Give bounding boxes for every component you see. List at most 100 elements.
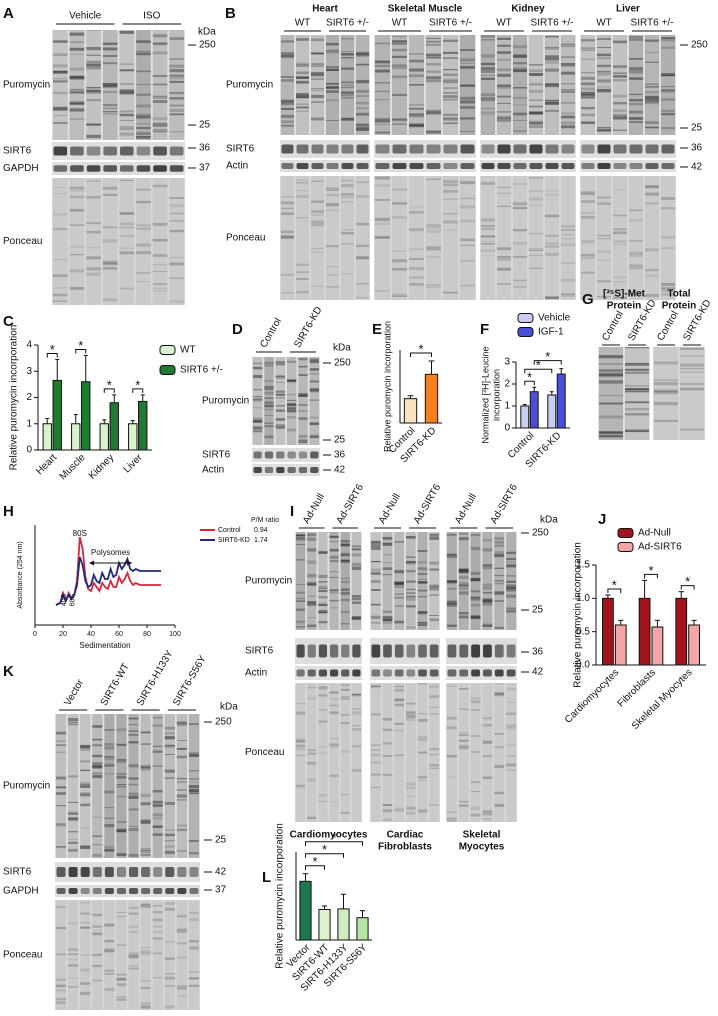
protein-band xyxy=(307,778,317,782)
protein-band xyxy=(561,229,575,231)
protein-band xyxy=(460,205,475,209)
protein-band xyxy=(140,802,151,804)
lane-label: Control xyxy=(600,309,626,342)
protein-band xyxy=(281,40,294,43)
protein-band xyxy=(176,789,187,791)
protein-band xyxy=(340,610,350,613)
protein-band xyxy=(429,615,439,616)
protein-band xyxy=(296,95,309,98)
lane-smear xyxy=(164,900,175,1010)
protein-band xyxy=(597,280,611,283)
protein-band xyxy=(581,191,595,194)
protein-band xyxy=(494,733,505,735)
protein-band xyxy=(140,947,151,949)
protein-band xyxy=(529,248,543,251)
protein-band xyxy=(136,146,151,156)
protein-band xyxy=(68,801,79,803)
lane-smear xyxy=(329,532,339,630)
lane-smear xyxy=(287,357,297,445)
protein-band xyxy=(253,388,263,391)
x-tick-label: Muscle xyxy=(58,452,88,482)
protein-band xyxy=(318,574,328,578)
protein-band xyxy=(382,536,393,540)
protein-band xyxy=(70,146,84,156)
protein-band xyxy=(80,747,91,751)
protein-band xyxy=(140,851,151,853)
protein-band xyxy=(340,591,350,595)
protein-band xyxy=(497,44,511,47)
protein-band xyxy=(417,611,428,615)
protein-band xyxy=(661,286,675,289)
protein-band xyxy=(164,802,175,805)
row-label: SIRT6 xyxy=(245,646,274,657)
protein-band xyxy=(140,950,151,952)
protein-band xyxy=(429,586,439,588)
protein-band xyxy=(597,202,611,205)
lane-smear xyxy=(470,683,481,822)
protein-band xyxy=(545,47,559,50)
protein-band xyxy=(169,113,184,115)
protein-band xyxy=(482,566,493,570)
protein-band xyxy=(545,55,559,59)
protein-band xyxy=(406,711,416,715)
protein-band xyxy=(629,37,643,40)
protein-band xyxy=(329,571,339,573)
protein-band xyxy=(140,1002,151,1005)
bar xyxy=(651,626,664,666)
protein-band xyxy=(394,581,404,585)
protein-band xyxy=(296,71,309,75)
protein-band xyxy=(281,235,294,239)
protein-band xyxy=(351,567,361,570)
protein-band xyxy=(352,669,361,677)
protein-band xyxy=(116,743,127,746)
protein-band xyxy=(104,923,115,926)
protein-band xyxy=(296,290,309,294)
section-name: Heart xyxy=(312,4,338,15)
protein-band xyxy=(56,823,67,825)
protein-band xyxy=(371,744,381,746)
protein-band xyxy=(307,762,317,764)
protein-band xyxy=(329,691,339,694)
protein-band xyxy=(309,416,319,419)
protein-band xyxy=(169,114,184,116)
protein-band xyxy=(482,723,493,727)
protein-band xyxy=(460,58,475,62)
protein-band xyxy=(629,209,643,211)
protein-band xyxy=(56,785,67,788)
protein-band xyxy=(561,125,575,129)
protein-band xyxy=(169,204,184,208)
protein-band xyxy=(92,816,103,818)
protein-band xyxy=(661,86,675,88)
protein-band xyxy=(392,67,407,69)
protein-band xyxy=(103,165,117,172)
protein-band xyxy=(443,198,458,200)
protein-band xyxy=(253,467,262,473)
protein-band xyxy=(356,63,369,66)
protein-band xyxy=(326,49,339,53)
protein-band xyxy=(529,125,543,128)
protein-band xyxy=(481,228,495,230)
protein-band xyxy=(497,111,511,113)
protein-band xyxy=(481,97,495,99)
protein-band xyxy=(460,197,475,200)
protein-band xyxy=(318,589,328,592)
protein-band xyxy=(329,607,339,609)
peak-label: 60S xyxy=(70,593,77,606)
panel-letter: J xyxy=(598,511,606,528)
protein-band xyxy=(470,534,481,537)
protein-band xyxy=(92,835,103,838)
protein-band xyxy=(529,144,543,154)
protein-band xyxy=(136,224,151,227)
protein-band xyxy=(406,556,416,558)
protein-band xyxy=(128,965,139,968)
lane-smear xyxy=(529,176,543,300)
protein-band xyxy=(460,84,475,87)
protein-band xyxy=(599,356,623,359)
protein-band xyxy=(164,850,175,855)
protein-band xyxy=(102,83,118,86)
protein-band xyxy=(152,222,168,226)
protein-band xyxy=(561,225,575,228)
protein-band xyxy=(341,232,354,235)
protein-band xyxy=(599,371,623,373)
protein-band xyxy=(429,618,439,622)
